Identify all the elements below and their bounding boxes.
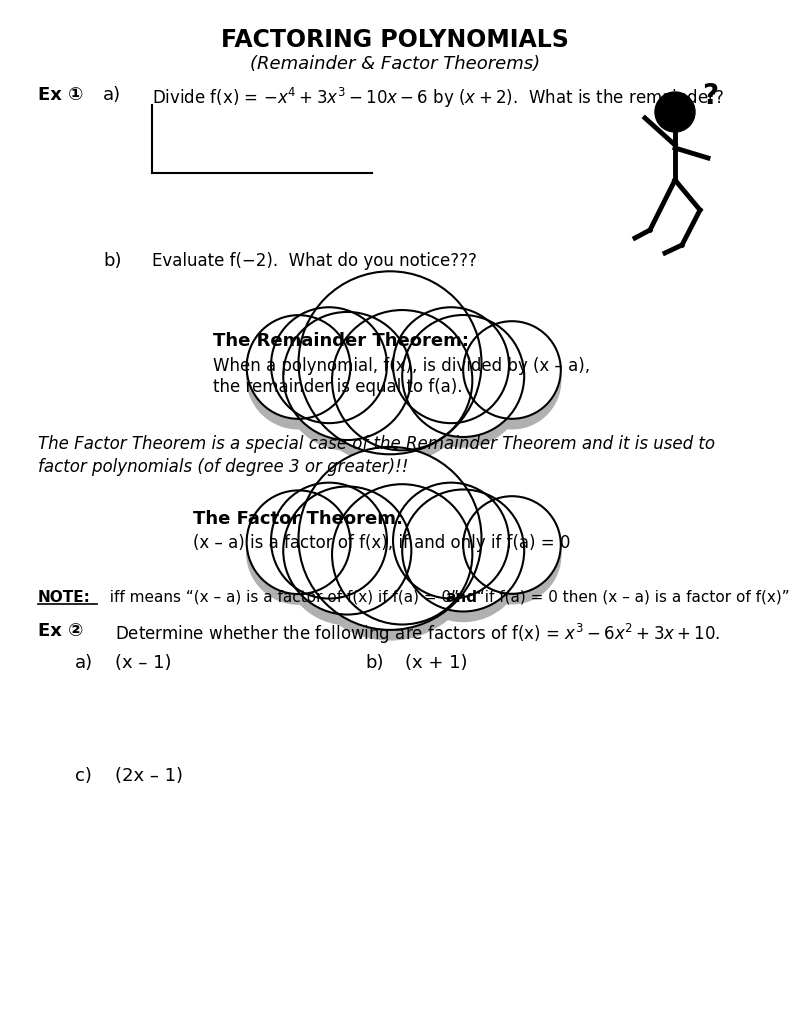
Circle shape: [393, 317, 509, 433]
Text: c): c): [75, 767, 92, 785]
Circle shape: [332, 321, 472, 461]
Circle shape: [464, 331, 561, 429]
Circle shape: [402, 315, 524, 437]
Circle shape: [247, 501, 350, 604]
Circle shape: [393, 493, 509, 608]
Circle shape: [271, 317, 387, 433]
Circle shape: [393, 307, 509, 423]
Circle shape: [332, 495, 472, 635]
Text: When a polynomial, f(x), is divided by (x – a),: When a polynomial, f(x), is divided by (…: [213, 357, 590, 375]
Text: ?: ?: [702, 82, 718, 110]
Circle shape: [464, 497, 561, 594]
Circle shape: [247, 326, 350, 429]
Text: iff means “(x – a) is a factor of f(x) if f(a) = 0”: iff means “(x – a) is a factor of f(x) i…: [100, 590, 464, 605]
Circle shape: [332, 484, 472, 625]
Text: “if f(a) = 0 then (x – a) is a factor of f(x)”: “if f(a) = 0 then (x – a) is a factor of…: [472, 590, 789, 605]
Text: (x – 1): (x – 1): [115, 654, 172, 672]
Text: Ex ①: Ex ①: [38, 86, 83, 104]
Text: Divide f(x) = $-x^4 + 3x^3 - 10x - 6$ by $(x + 2)$.  What is the remainder?: Divide f(x) = $-x^4 + 3x^3 - 10x - 6$ by…: [152, 86, 724, 111]
Text: The Remainder Theorem:: The Remainder Theorem:: [213, 332, 469, 350]
Circle shape: [283, 312, 411, 440]
Text: The Factor Theorem:: The Factor Theorem:: [193, 510, 403, 528]
Circle shape: [283, 486, 411, 614]
Circle shape: [298, 446, 482, 630]
Text: b): b): [365, 654, 384, 672]
Text: The Factor Theorem is a special case of the Remainder Theorem and it is used to: The Factor Theorem is a special case of …: [38, 435, 715, 453]
Text: (x – a) is a factor of f(x), if and only if f(a) = 0: (x – a) is a factor of f(x), if and only…: [193, 534, 570, 552]
Text: (Remainder & Factor Theorems): (Remainder & Factor Theorems): [250, 55, 540, 73]
Circle shape: [393, 482, 509, 599]
Circle shape: [247, 490, 350, 594]
Circle shape: [402, 325, 524, 447]
Text: Ex ②: Ex ②: [38, 622, 83, 640]
Text: (x + 1): (x + 1): [405, 654, 467, 672]
Circle shape: [298, 282, 482, 464]
Circle shape: [402, 500, 524, 622]
Circle shape: [332, 310, 472, 451]
Text: (2x – 1): (2x – 1): [115, 767, 183, 785]
Text: Determine whether the following are factors of f(x) = $x^3 - 6x^2 + 3x + 10$.: Determine whether the following are fact…: [115, 622, 721, 646]
Circle shape: [464, 506, 561, 604]
Text: b): b): [103, 252, 122, 270]
Circle shape: [271, 482, 387, 599]
Circle shape: [298, 457, 482, 640]
Text: NOTE:: NOTE:: [38, 590, 91, 605]
Circle shape: [247, 315, 350, 419]
Text: factor polynomials (of degree 3 or greater)!!: factor polynomials (of degree 3 or great…: [38, 458, 408, 476]
Circle shape: [271, 493, 387, 608]
Text: the remainder is equal to f(a).: the remainder is equal to f(a).: [213, 378, 463, 396]
Circle shape: [402, 489, 524, 611]
Text: Evaluate f(−2).  What do you notice???: Evaluate f(−2). What do you notice???: [152, 252, 477, 270]
Circle shape: [271, 307, 387, 423]
Circle shape: [655, 92, 695, 132]
Text: FACTORING POLYNOMIALS: FACTORING POLYNOMIALS: [221, 28, 569, 52]
Text: a): a): [75, 654, 93, 672]
Circle shape: [298, 271, 482, 455]
Circle shape: [283, 497, 411, 625]
Circle shape: [283, 322, 411, 451]
Text: and: and: [445, 590, 477, 605]
Text: a): a): [103, 86, 121, 104]
Circle shape: [464, 322, 561, 419]
